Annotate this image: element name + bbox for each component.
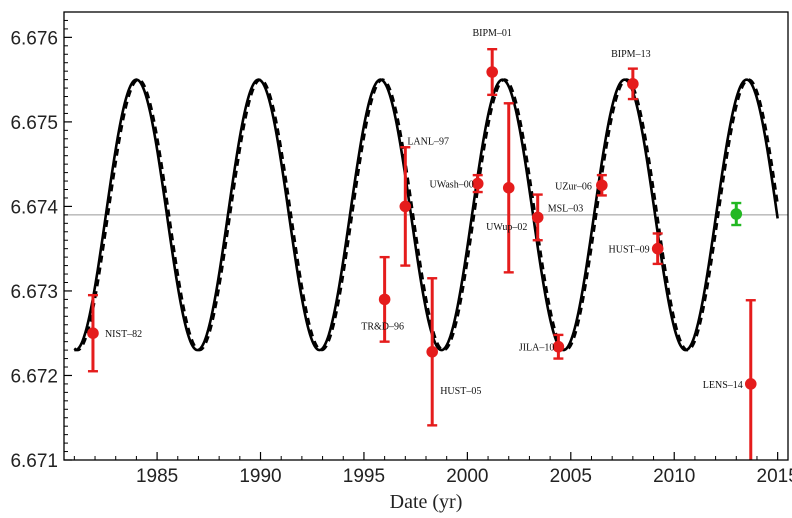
point-0-2-label: LANL–97 [407, 136, 449, 147]
point-0-9-marker [596, 179, 608, 192]
x-tick-label-3: 2000 [446, 466, 488, 487]
point-0-7-marker [531, 211, 544, 224]
fit-curve-dashed [73, 78, 779, 352]
point-0-12-label: LENS–14 [703, 380, 743, 391]
point-0-10-label: BIPM–13 [611, 49, 650, 60]
point-0-4-label: UWash–00 [430, 180, 474, 191]
point-1-0-marker [730, 208, 743, 220]
point-0-11-label: HUST–09 [609, 245, 650, 256]
y-tick-label-3: 6.674 [10, 197, 58, 218]
point-0-3-marker [426, 346, 439, 358]
x-tick-label-2: 1995 [343, 466, 385, 487]
x-tick-label-6: 2015 [757, 466, 792, 487]
y-tick-label-1: 6.672 [10, 366, 58, 387]
x-tick-label-1: 1990 [239, 466, 281, 487]
point-0-0-label: NIST–82 [105, 329, 142, 340]
point-0-3-label: HUST–05 [440, 386, 481, 397]
x-tick-label-0: 1985 [136, 466, 178, 487]
point-0-12-marker [744, 378, 757, 390]
point-0-0-marker [87, 327, 99, 340]
point-0-7-label: MSL–03 [548, 203, 584, 214]
y-tick-label-2: 6.673 [10, 282, 58, 303]
point-0-6-label: UWup–02 [486, 222, 527, 233]
point-0-9-label: UZur–06 [555, 181, 592, 192]
x-tick-label-5: 2010 [653, 466, 695, 487]
plot-frame [63, 11, 789, 461]
x-axis-title: Date (yr) [390, 491, 463, 513]
point-0-8-label: JILA–10 [519, 343, 555, 354]
point-0-5-marker [486, 66, 498, 78]
point-0-1-marker [378, 293, 391, 306]
point-0-11-marker [651, 242, 664, 255]
y-tick-label-5: 6.676 [10, 28, 58, 49]
point-0-1-label: TR&D–96 [361, 321, 404, 332]
x-tick-label-4: 2005 [550, 466, 592, 487]
point-0-10-marker [627, 78, 639, 90]
point-0-5-label: BIPM–01 [472, 28, 511, 39]
point-0-2-marker [399, 200, 412, 213]
point-0-6-marker [502, 182, 515, 194]
point-0-8-marker [552, 340, 565, 353]
y-tick-label-4: 6.675 [10, 113, 58, 134]
point-0-4-marker [471, 177, 484, 190]
y-tick-label-0: 6.671 [10, 451, 58, 472]
